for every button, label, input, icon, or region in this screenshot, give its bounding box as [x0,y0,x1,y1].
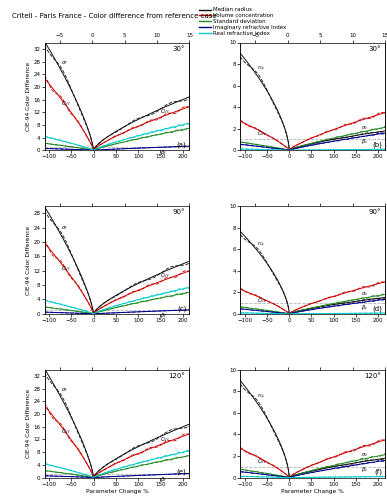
Text: $C_{Vc}$: $C_{Vc}$ [257,296,267,305]
Text: $C_{Vf}$: $C_{Vf}$ [161,435,170,444]
Text: (a): (a) [177,142,187,148]
Text: $\sigma_c$: $\sigma_c$ [361,124,368,132]
Text: $\sigma_f$: $\sigma_f$ [62,224,68,232]
Y-axis label: CIE-94 Color Difference: CIE-94 Color Difference [26,226,31,294]
Text: $C_{Vf}$: $C_{Vf}$ [161,108,170,116]
Text: $C_{Vf}$: $C_{Vf}$ [161,272,170,280]
Text: $\beta_f$: $\beta_f$ [161,312,168,320]
Text: 30°: 30° [368,46,381,52]
Text: $C_{Vf}$: $C_{Vf}$ [62,100,72,108]
Text: 120°: 120° [168,373,185,379]
Y-axis label: CIE-94 Color Difference: CIE-94 Color Difference [26,62,31,131]
Text: $r_{Cc}$: $r_{Cc}$ [257,238,266,248]
Text: 30°: 30° [173,46,185,52]
Text: $\beta_c$: $\beta_c$ [361,303,368,312]
Text: $r_{Cc}$: $r_{Cc}$ [257,64,266,72]
Text: 120°: 120° [364,373,381,379]
Text: (e): (e) [177,469,187,476]
Text: 90°: 90° [368,210,381,216]
Text: $C_{Vf}$: $C_{Vf}$ [62,264,72,272]
Text: $\sigma_f$: $\sigma_f$ [62,386,68,394]
Text: (c): (c) [177,305,187,312]
Text: $\beta_f$: $\beta_f$ [161,475,168,484]
Text: $\beta_c$: $\beta_c$ [361,138,368,146]
Text: $\beta_c$: $\beta_c$ [361,464,368,473]
Text: $r_{Cc}$: $r_{Cc}$ [257,390,266,400]
Text: $\sigma_c$: $\sigma_c$ [361,451,368,459]
Text: $C_{Vc}$: $C_{Vc}$ [257,457,267,466]
X-axis label: Parameter Change %: Parameter Change % [281,490,344,494]
Text: (d): (d) [372,305,382,312]
Legend: Median radius, Volume concentration, Standard deviation, Imaginary refractive In: Median radius, Volume concentration, Sta… [196,6,288,38]
Text: (b): (b) [372,142,382,148]
Text: $\sigma_c$: $\sigma_c$ [361,290,368,298]
Text: (f): (f) [374,469,382,476]
Text: Criteil - Paris France - Color difference from reference case: Criteil - Paris France - Color differenc… [12,12,216,18]
Text: 90°: 90° [173,210,185,216]
X-axis label: Parameter Change %: Parameter Change % [86,490,148,494]
Y-axis label: CIE-94 Color Difference: CIE-94 Color Difference [26,389,31,458]
Text: $\beta_f$: $\beta_f$ [161,148,168,156]
Text: $\sigma_f$: $\sigma_f$ [62,59,68,67]
Text: $C_{Vc}$: $C_{Vc}$ [257,130,267,138]
Text: $C_{Vf}$: $C_{Vf}$ [62,426,72,436]
